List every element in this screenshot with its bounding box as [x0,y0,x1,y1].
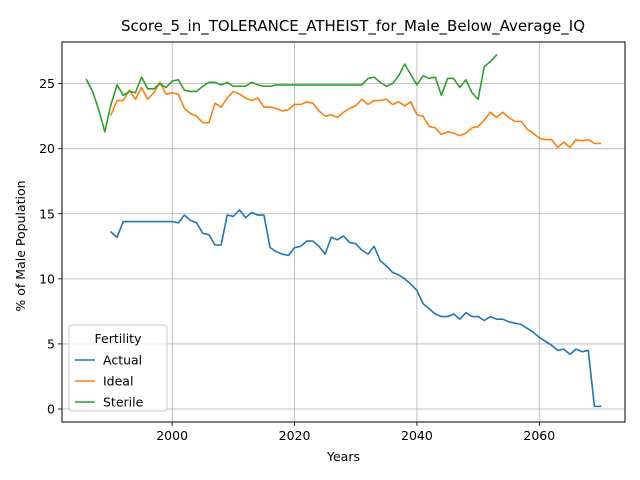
grid [62,42,625,422]
y-tick-label: 25 [39,76,55,91]
legend-label-ideal: Ideal [103,374,133,389]
series-line-sterile [85,53,498,133]
series-lines [85,53,602,408]
x-axis-title: Years [326,449,360,464]
plot-frame [61,41,626,423]
x-tick-label: 2020 [279,428,311,443]
x-tick-label: 2000 [156,428,188,443]
legend-title: Fertility [95,331,143,346]
series-line-actual [109,209,602,408]
x-tick-label: 2060 [523,428,555,443]
legend-label-actual: Actual [103,353,142,368]
x-tick-label: 2040 [401,428,433,443]
y-axis-title: % of Male Population [13,180,28,311]
y-tick-label: 10 [39,271,55,286]
y-tick-label: 0 [47,401,55,416]
legend-entries: Actual Ideal Sterile [75,353,144,410]
legend-label-sterile: Sterile [103,395,144,410]
y-tick-label: 5 [47,336,55,351]
legend-box [68,324,168,412]
y-tick-label: 20 [39,141,55,156]
legend: Fertility Actual Ideal Sterile [68,324,168,412]
axis-ticks: 2000 2020 2040 2060 0 5 10 15 20 25 [39,76,555,443]
y-tick-label: 15 [39,206,55,221]
series-line-ideal [109,81,602,149]
chart-title: Score_5_in_TOLERANCE_ATHEIST_for_Male_Be… [121,17,585,36]
